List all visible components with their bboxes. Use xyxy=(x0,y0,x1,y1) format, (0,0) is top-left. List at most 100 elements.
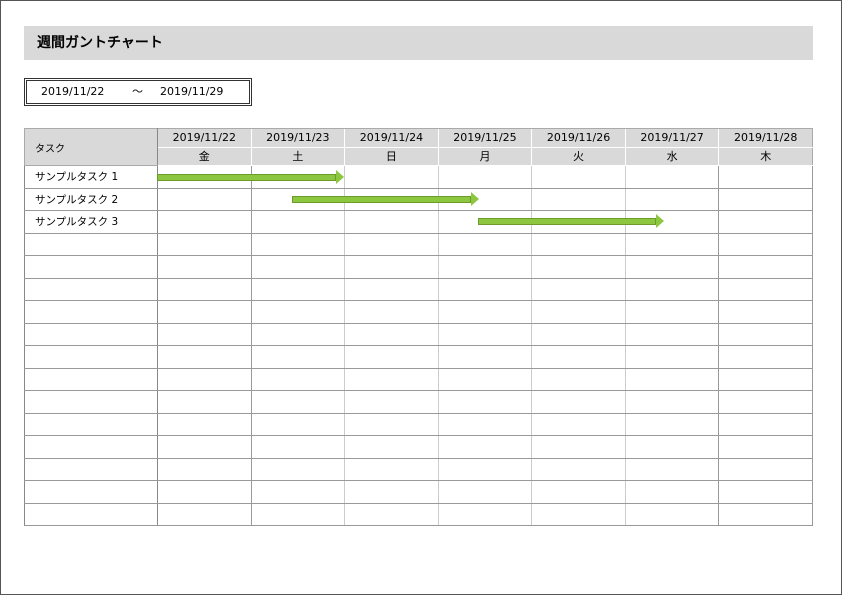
day-cell[interactable] xyxy=(718,480,813,504)
day-cell[interactable] xyxy=(344,435,439,459)
day-cell[interactable] xyxy=(344,210,439,234)
day-cell[interactable] xyxy=(624,233,719,256)
day-cell[interactable] xyxy=(718,368,813,391)
day-cell[interactable] xyxy=(250,233,345,256)
day-cell[interactable] xyxy=(157,480,252,504)
day-cell[interactable] xyxy=(531,300,626,324)
day-cell[interactable] xyxy=(250,323,345,346)
day-cell[interactable] xyxy=(157,210,252,234)
task-name-cell[interactable] xyxy=(24,255,158,279)
day-cell[interactable] xyxy=(718,345,813,369)
day-cell[interactable] xyxy=(718,413,813,436)
day-cell[interactable] xyxy=(624,368,719,391)
day-cell[interactable] xyxy=(437,233,532,256)
day-cell[interactable] xyxy=(718,188,813,211)
day-cell[interactable] xyxy=(250,210,345,234)
day-cell[interactable] xyxy=(624,345,719,369)
task-name-cell[interactable] xyxy=(24,480,158,504)
day-cell[interactable] xyxy=(718,233,813,256)
day-cell[interactable] xyxy=(157,323,252,346)
task-name-cell[interactable] xyxy=(24,413,158,436)
day-cell[interactable] xyxy=(531,368,626,391)
day-cell[interactable] xyxy=(624,413,719,436)
day-cell[interactable] xyxy=(250,413,345,436)
day-cell[interactable] xyxy=(624,278,719,301)
day-cell[interactable] xyxy=(437,458,532,481)
day-cell[interactable] xyxy=(344,233,439,256)
day-cell[interactable] xyxy=(531,188,626,211)
day-cell[interactable] xyxy=(624,165,719,189)
day-cell[interactable] xyxy=(250,435,345,459)
day-cell[interactable] xyxy=(250,300,345,324)
day-cell[interactable] xyxy=(437,345,532,369)
task-name-cell[interactable] xyxy=(24,323,158,346)
day-cell[interactable] xyxy=(250,480,345,504)
day-cell[interactable] xyxy=(531,435,626,459)
day-cell[interactable] xyxy=(437,413,532,436)
day-cell[interactable] xyxy=(250,255,345,279)
day-cell[interactable] xyxy=(157,255,252,279)
day-cell[interactable] xyxy=(437,480,532,504)
day-cell[interactable] xyxy=(344,503,439,526)
period-end[interactable]: 2019/11/29 xyxy=(160,85,224,98)
day-cell[interactable] xyxy=(344,278,439,301)
day-cell[interactable] xyxy=(718,458,813,481)
day-cell[interactable] xyxy=(344,255,439,279)
task-bar-3[interactable] xyxy=(478,214,664,228)
day-cell[interactable] xyxy=(437,390,532,414)
day-cell[interactable] xyxy=(344,165,439,189)
day-cell[interactable] xyxy=(437,323,532,346)
day-cell[interactable] xyxy=(157,368,252,391)
day-cell[interactable] xyxy=(157,278,252,301)
day-cell[interactable] xyxy=(437,435,532,459)
day-cell[interactable] xyxy=(531,390,626,414)
day-cell[interactable] xyxy=(624,503,719,526)
day-cell[interactable] xyxy=(624,300,719,324)
day-cell[interactable] xyxy=(250,390,345,414)
day-cell[interactable] xyxy=(531,345,626,369)
day-cell[interactable] xyxy=(157,345,252,369)
day-cell[interactable] xyxy=(437,503,532,526)
day-cell[interactable] xyxy=(344,323,439,346)
day-cell[interactable] xyxy=(531,503,626,526)
day-cell[interactable] xyxy=(437,278,532,301)
day-cell[interactable] xyxy=(531,278,626,301)
day-cell[interactable] xyxy=(157,413,252,436)
day-cell[interactable] xyxy=(718,390,813,414)
day-cell[interactable] xyxy=(718,435,813,459)
day-cell[interactable] xyxy=(344,300,439,324)
day-cell[interactable] xyxy=(718,165,813,189)
task-name-cell[interactable]: サンプルタスク 2 xyxy=(24,188,158,211)
day-cell[interactable] xyxy=(157,188,252,211)
day-cell[interactable] xyxy=(718,255,813,279)
task-name-cell[interactable] xyxy=(24,390,158,414)
day-cell[interactable] xyxy=(437,255,532,279)
day-cell[interactable] xyxy=(624,323,719,346)
day-cell[interactable] xyxy=(157,233,252,256)
task-name-cell[interactable]: サンプルタスク 1 xyxy=(24,165,158,189)
day-cell[interactable] xyxy=(624,188,719,211)
day-cell[interactable] xyxy=(718,278,813,301)
day-cell[interactable] xyxy=(624,458,719,481)
task-bar-1[interactable] xyxy=(157,170,344,184)
day-cell[interactable] xyxy=(250,345,345,369)
day-cell[interactable] xyxy=(344,390,439,414)
day-cell[interactable] xyxy=(157,435,252,459)
day-cell[interactable] xyxy=(437,300,532,324)
day-cell[interactable] xyxy=(344,345,439,369)
day-cell[interactable] xyxy=(531,255,626,279)
task-name-cell[interactable] xyxy=(24,345,158,369)
day-cell[interactable] xyxy=(344,368,439,391)
day-cell[interactable] xyxy=(437,368,532,391)
task-bar-2[interactable] xyxy=(292,192,479,206)
task-name-cell[interactable] xyxy=(24,278,158,301)
day-cell[interactable] xyxy=(250,368,345,391)
day-cell[interactable] xyxy=(624,255,719,279)
day-cell[interactable] xyxy=(718,300,813,324)
day-cell[interactable] xyxy=(157,300,252,324)
day-cell[interactable] xyxy=(718,323,813,346)
period-start[interactable]: 2019/11/22 xyxy=(41,85,105,98)
day-cell[interactable] xyxy=(531,323,626,346)
day-cell[interactable] xyxy=(718,503,813,526)
day-cell[interactable] xyxy=(344,413,439,436)
